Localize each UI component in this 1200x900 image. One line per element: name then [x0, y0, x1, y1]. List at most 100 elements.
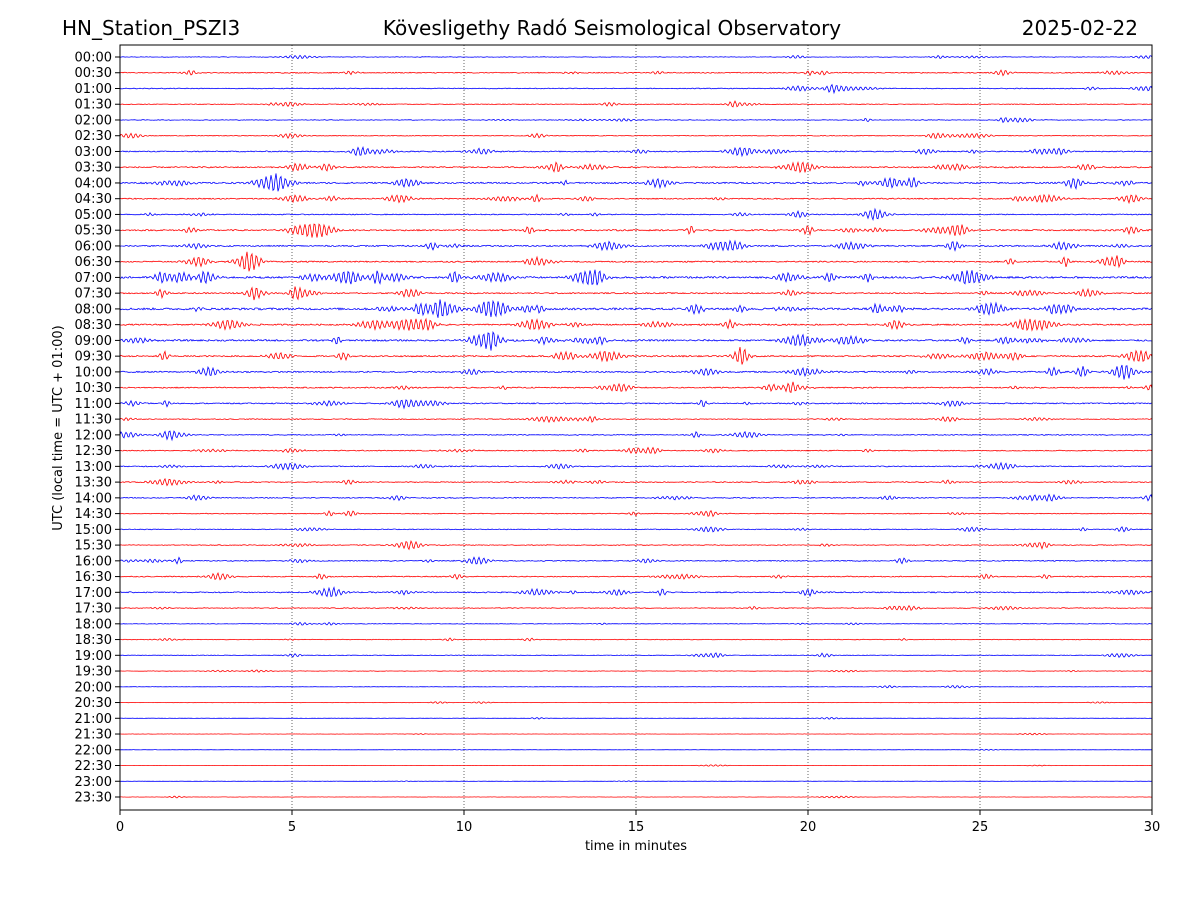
grid-lines — [291, 45, 981, 810]
y-tick-label: 14:30 — [75, 507, 112, 522]
trace-2130 — [120, 732, 1152, 736]
trace-0300 — [119, 146, 1153, 158]
trace-0200 — [119, 117, 1153, 124]
y-tick-label: 12:00 — [75, 428, 112, 443]
trace-1600 — [119, 556, 1153, 565]
x-tick-label: 5 — [288, 820, 296, 835]
trace-1130 — [119, 415, 1153, 424]
y-tick-label: 23:00 — [75, 775, 112, 790]
chart-date: 2025-02-22 — [1021, 16, 1138, 40]
x-tick-label: 25 — [972, 820, 989, 835]
trace-2030 — [119, 701, 1153, 704]
y-tick-label: 10:30 — [75, 381, 112, 396]
trace-1830 — [119, 637, 1152, 642]
trace-0430 — [119, 193, 1153, 205]
trace-2300 — [120, 780, 1153, 783]
y-tick-label: 19:00 — [75, 649, 112, 664]
y-tick-label: 11:30 — [75, 413, 112, 428]
trace-0000 — [119, 54, 1153, 60]
y-tick-label: 19:30 — [75, 665, 112, 680]
y-tick-label: 17:00 — [75, 586, 112, 601]
x-axis-label: time in minutes — [585, 839, 687, 854]
y-tick-label: 14:00 — [75, 491, 112, 506]
y-tick-label: 01:00 — [75, 82, 112, 97]
y-tick-label: 15:30 — [75, 539, 112, 554]
y-tick-label: 15:00 — [75, 523, 112, 538]
trace-1000 — [119, 364, 1153, 380]
trace-1900 — [119, 652, 1153, 659]
trace-0030 — [119, 69, 1153, 77]
trace-0330 — [119, 161, 1153, 174]
y-tick-label: 07:00 — [75, 271, 112, 286]
trace-1330 — [119, 477, 1153, 487]
trace-1700 — [119, 586, 1153, 598]
y-tick-label: 02:00 — [75, 113, 112, 128]
trace-1800 — [119, 621, 1153, 626]
y-tick-label: 10:00 — [75, 365, 112, 380]
y-tick-label: 13:00 — [75, 460, 112, 475]
trace-0530 — [119, 223, 1153, 238]
trace-2230 — [119, 764, 1152, 767]
trace-0830 — [119, 317, 1153, 332]
trace-0400 — [119, 173, 1153, 192]
y-tick-label: 20:00 — [75, 680, 112, 695]
y-tick-label: 21:30 — [75, 728, 112, 743]
trace-1530 — [119, 539, 1153, 551]
y-tick-label: 18:30 — [75, 633, 112, 648]
y-tick-label: 21:00 — [75, 712, 112, 727]
y-tick-label: 16:30 — [75, 570, 112, 585]
trace-0230 — [119, 132, 1152, 139]
y-tick-label: 08:30 — [75, 318, 112, 333]
traces — [119, 54, 1153, 799]
trace-0630 — [119, 251, 1152, 272]
trace-1500 — [119, 526, 1153, 533]
y-tick-label: 04:00 — [75, 176, 112, 191]
y-tick-label: 00:00 — [75, 51, 112, 66]
y-tick-label: 09:00 — [75, 334, 112, 349]
y-tick-label: 03:30 — [75, 161, 112, 176]
y-tick-label: 08:00 — [75, 302, 112, 317]
trace-0700 — [119, 269, 1153, 286]
y-tick-label: 22:00 — [75, 743, 112, 758]
trace-2000 — [119, 685, 1153, 689]
y-tick-label: 16:00 — [75, 554, 112, 569]
y-tick-label: 03:00 — [75, 145, 112, 160]
trace-0100 — [119, 83, 1153, 95]
trace-0500 — [119, 207, 1153, 221]
x-tick-label: 10 — [456, 820, 473, 835]
trace-2100 — [119, 716, 1153, 720]
x-axis-ticks: 0 5 10 15 20 25 30 — [116, 810, 1160, 835]
y-axis-label: UTC (local time = UTC + 01:00) — [51, 325, 66, 530]
y-tick-label: 09:30 — [75, 350, 112, 365]
trace-1030 — [119, 381, 1153, 394]
y-tick-label: 11:00 — [75, 397, 112, 412]
y-tick-label: 07:30 — [75, 287, 112, 302]
trace-1230 — [119, 446, 1153, 455]
y-tick-label: 18:00 — [75, 617, 112, 632]
chart-title: Kövesligethy Radó Seismological Observat… — [382, 16, 842, 40]
trace-0800 — [119, 299, 1153, 318]
trace-2200 — [120, 748, 1153, 751]
y-tick-label: 00:30 — [75, 66, 112, 81]
y-tick-label: 06:00 — [75, 239, 112, 254]
y-tick-label: 22:30 — [75, 759, 112, 774]
x-tick-label: 20 — [800, 820, 817, 835]
x-tick-label: 15 — [628, 820, 645, 835]
y-tick-label: 12:30 — [75, 444, 112, 459]
y-tick-label: 04:30 — [75, 192, 112, 207]
trace-1430 — [119, 509, 1153, 518]
y-tick-label: 01:30 — [75, 98, 112, 113]
trace-0730 — [119, 286, 1153, 301]
station-name: HN_Station_PSZI3 — [62, 16, 241, 40]
y-axis-ticks: 00:0000:3001:0001:3002:0002:3003:0003:30… — [75, 51, 120, 806]
trace-0930 — [119, 347, 1153, 365]
y-tick-label: 05:00 — [75, 208, 112, 223]
y-tick-label: 23:30 — [75, 791, 112, 806]
y-tick-label: 17:30 — [75, 602, 112, 617]
y-tick-label: 05:30 — [75, 224, 112, 239]
y-tick-label: 02:30 — [75, 129, 112, 144]
y-tick-label: 13:30 — [75, 476, 112, 491]
trace-0600 — [119, 239, 1152, 252]
x-tick-label: 0 — [116, 820, 124, 835]
